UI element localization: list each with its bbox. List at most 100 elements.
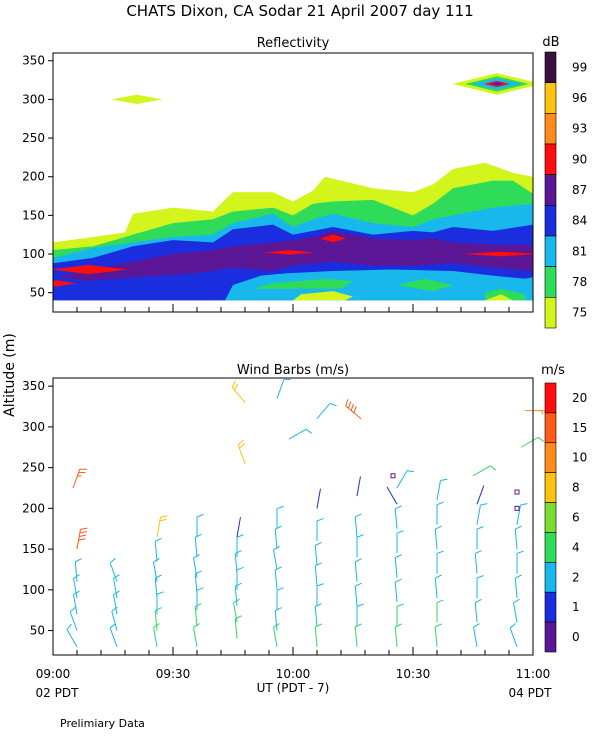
wind-calm-marker (515, 506, 519, 510)
wind-barb-feather (515, 526, 521, 529)
wind-barb (155, 538, 161, 561)
footer-note: Prelimiary Data (60, 717, 145, 730)
wind-barb-feather (480, 504, 487, 505)
wind-barb (477, 504, 487, 525)
wind-barb-feather (395, 555, 401, 558)
wind-barb (317, 403, 336, 418)
wind-barb-shaft (315, 607, 317, 627)
wind-barb (474, 624, 480, 647)
wind-barb-feather (397, 604, 404, 606)
reflectivity-colorbar-label: 84 (572, 214, 587, 228)
wind-barb (346, 399, 361, 418)
wind-barb (395, 506, 401, 529)
wind-barb-feather (440, 479, 447, 480)
wind-barb-feather (510, 623, 515, 628)
wind-barb (315, 624, 321, 647)
wind-barb-feather (437, 502, 444, 504)
wind-barb-feather (277, 506, 284, 508)
wind-barb (157, 592, 164, 614)
wind-barb-shaft (315, 545, 317, 565)
wind-barb (437, 600, 444, 622)
wind-barb-shaft (237, 517, 240, 537)
reflectivity-colorbar-label: 96 (572, 91, 587, 105)
wind-barb-feather (395, 579, 401, 582)
reflectivity-y-tick-label: 200 (22, 170, 45, 184)
wind-colorbar-label: 0 (572, 630, 580, 644)
reflectivity-colorbar-label: 99 (572, 60, 587, 74)
wind-colorbar-label: 20 (572, 391, 587, 405)
wind-barb (315, 604, 321, 627)
wind-barb-feather (515, 575, 521, 578)
wind-barb (77, 528, 87, 549)
wind-barb (317, 518, 324, 540)
reflectivity-colorbar-swatch (545, 297, 556, 328)
wind-barb-feather (277, 588, 284, 590)
wind-barb-feather (437, 551, 444, 553)
wind-barb-shaft (277, 380, 284, 399)
wind-barb-shaft (395, 582, 397, 602)
wind-barb-feather (239, 444, 244, 449)
wind-barb-shaft (387, 487, 397, 504)
wind-barb-shaft (77, 529, 80, 549)
wind-barb-feather (348, 402, 350, 409)
reflectivity-colorbar-label: 90 (572, 152, 587, 166)
wind-barb (357, 535, 364, 557)
wind-barb-feather (195, 604, 201, 607)
wind-barb-feather (435, 624, 441, 627)
wind-calm-marker (515, 490, 519, 494)
wind-barb-feather (355, 559, 361, 562)
wind-barb (75, 559, 81, 582)
wind-barb-shaft (435, 627, 437, 647)
wind-barb (437, 551, 444, 573)
wind-barb-shaft (67, 630, 77, 647)
wind-barb (355, 514, 361, 537)
wind-barb-feather (235, 583, 241, 586)
wind-barb-feather (357, 535, 364, 537)
wind-barb-shaft (195, 537, 197, 557)
wind-barb-feather (195, 534, 201, 537)
wind-barb-feather (80, 532, 87, 533)
wind-colorbar-label: 1 (572, 600, 580, 614)
wind-y-tick-label: 200 (22, 501, 45, 515)
wind-barb-shaft (474, 627, 477, 647)
wind-barb-feather (490, 466, 495, 470)
wind-barb (475, 551, 481, 574)
wind-barb (473, 466, 496, 476)
wind-colorbar-label: 4 (572, 540, 580, 554)
wind-barb (397, 531, 404, 553)
wind-barb-shaft (112, 611, 117, 630)
wind-barb-shaft (395, 509, 397, 529)
wind-barb-shaft (232, 387, 245, 402)
wind-barb (315, 542, 321, 565)
wind-barb-feather (475, 599, 481, 602)
wind-barb-shaft (477, 485, 484, 504)
wind-barb-feather (238, 440, 243, 445)
wind-barb-shaft (346, 406, 361, 419)
wind-barbs-panel: Wind Barbs (m/s) m/s 5010015020025030035… (22, 363, 587, 681)
wind-barb (195, 604, 201, 627)
wind-barb-shaft (395, 627, 397, 647)
wind-barb (395, 624, 401, 647)
wind-colorbar-swatch (545, 383, 556, 413)
wind-barb-feather (541, 411, 542, 415)
wind-barb-feather (80, 528, 87, 529)
wind-barb (277, 506, 284, 528)
wind-barb (194, 554, 200, 577)
wind-barb-shaft (435, 578, 437, 598)
wind-barb-shaft (317, 489, 320, 509)
wind-barb-shaft (75, 562, 77, 582)
reflectivity-contours (38, 73, 542, 312)
wind-x-tick-label: 10:00 (276, 667, 311, 681)
wind-barb (437, 502, 444, 524)
wind-barb (237, 535, 244, 557)
wind-barb-feather (197, 588, 204, 590)
wind-barb (355, 624, 361, 647)
reflectivity-colorbar-swatch (545, 267, 556, 298)
wind-barb (477, 527, 484, 549)
wind-barb-feather (474, 624, 480, 628)
reflectivity-y-tick-label: 150 (22, 208, 45, 222)
wind-calm-marker (391, 474, 395, 478)
wind-y-tick-label: 150 (22, 542, 45, 556)
